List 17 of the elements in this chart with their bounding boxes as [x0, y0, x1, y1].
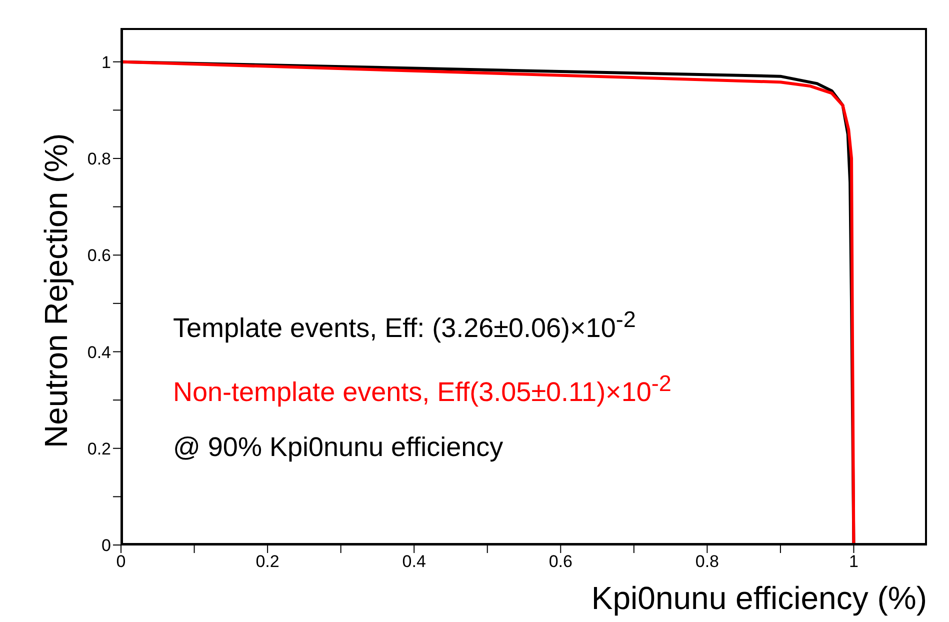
text: Template events, Eff: (3.26±0.06)×10$^{-2}$ [173, 307, 636, 343]
y-tick-label: 0.6 [87, 246, 111, 266]
y-tick-label: 0 [102, 536, 111, 556]
x-axis-title: Kpi0nunu efficiency (%) [591, 580, 927, 617]
x-tick-label: 0.6 [548, 552, 572, 572]
x-tick-label: 0.8 [695, 552, 719, 572]
y-tick-label: 1 [102, 52, 111, 72]
y-tick-label: 0.2 [87, 439, 111, 458]
y-tick-label: 0.4 [87, 342, 111, 362]
x-tick-label: 0 [116, 552, 126, 572]
y-tick-label: 0.8 [87, 149, 111, 168]
x-tick-label: 1 [848, 552, 858, 572]
text: Non-template events, Eff(3.05±0.11)×10$^{-2}$ [173, 371, 672, 407]
x-tick-label: 0.2 [256, 552, 280, 572]
y-axis-title: Neutron Rejection (%) [38, 133, 75, 448]
annotation: @ 90% Kpi0nunu efficiency [173, 432, 504, 462]
x-tick-label: 0.4 [402, 552, 426, 572]
